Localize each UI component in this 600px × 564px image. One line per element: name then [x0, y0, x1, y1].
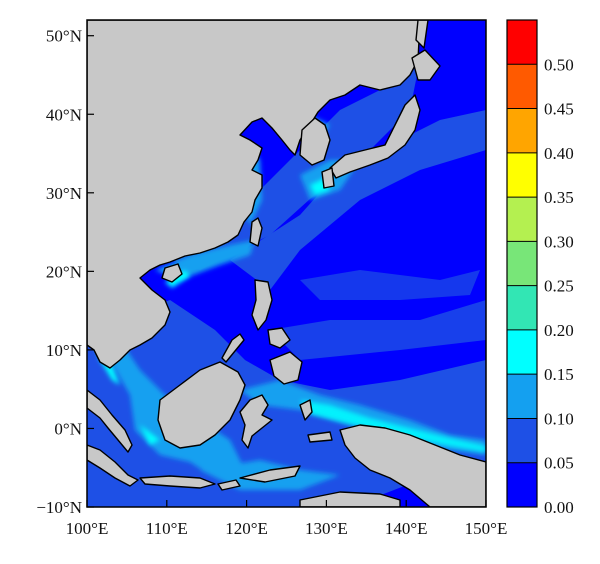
colorbar-swatch [507, 64, 537, 109]
landmass-mindanao [269, 351, 303, 385]
lon-tick-label: 150°E [465, 519, 508, 538]
lat-tick-label: 0°N [54, 419, 82, 438]
landmass-malay-peninsula [87, 389, 133, 453]
lat-tick-label: 30°N [46, 184, 82, 203]
landmass-halmahera [299, 399, 313, 421]
landmass-asia-mainland [87, 20, 421, 369]
landmass-australia [299, 491, 401, 507]
longitude-axis: 100°E 110°E 120°E 130°E 140°E 150°E [66, 500, 508, 538]
colorbar-swatch [507, 285, 537, 330]
colorbar-swatch [507, 329, 537, 375]
lat-tick-label: −10°N [36, 498, 82, 517]
lon-tick-label: 140°E [385, 519, 428, 538]
landmass-luzon [251, 279, 273, 331]
colorbar: 0.00 0.05 0.10 0.15 0.20 0.25 0.30 0.35 0.40 0.45… [506, 19, 574, 517]
colorbar-tick-label: 0.50 [544, 55, 574, 74]
colorbar-tick-label: 0.05 [544, 454, 574, 473]
landmass-hainan [161, 263, 183, 283]
landmass-visayas [267, 327, 291, 349]
colorbar-tick-label: 0.35 [544, 188, 574, 207]
landmass-kyushu [321, 167, 335, 189]
landmass-borneo [157, 361, 246, 449]
colorbar-tick-label: 0.25 [544, 277, 574, 296]
colorbar-labels: 0.00 0.05 0.10 0.15 0.20 0.25 0.30 0.35 0.40 0.45… [544, 55, 574, 517]
landmass-sakhalin [415, 20, 429, 49]
colorbar-swatch [507, 462, 537, 507]
landmass-sumatra [87, 444, 139, 487]
lon-tick-label: 100°E [66, 519, 109, 538]
landmass-japan [329, 94, 421, 179]
landmass-palawan [221, 333, 245, 363]
latitude-axis: 50°N 40°N 30°N 20°N 10°N 0°N −10°N [36, 27, 94, 517]
colorbar-swatch [507, 418, 537, 463]
colorbar-swatch [507, 374, 537, 419]
colorbar-tick-label: 0.00 [544, 498, 574, 517]
lat-tick-label: 40°N [46, 105, 82, 124]
landmass-new-guinea [339, 424, 486, 507]
landmass-taiwan [249, 217, 263, 247]
landmass-timor [239, 465, 301, 483]
lat-tick-label: 50°N [46, 27, 82, 46]
landmass-lesser-sunda [217, 479, 241, 491]
colorbar-tick-label: 0.10 [544, 409, 574, 428]
lon-tick-label: 110°E [146, 519, 188, 538]
colorbar-swatch [507, 108, 537, 153]
colorbar-frame [506, 19, 538, 508]
landmass-korea [299, 117, 331, 166]
lon-tick-label: 130°E [305, 519, 348, 538]
colorbar-swatches [507, 20, 537, 507]
colorbar-swatch [507, 241, 537, 286]
lon-tick-label: 120°E [225, 519, 268, 538]
landmass-sulawesi [239, 394, 273, 449]
colorbar-swatch [507, 20, 537, 65]
colorbar-tick-label: 0.40 [544, 144, 574, 163]
colorbar-tick-label: 0.15 [544, 365, 574, 384]
map-panel: 100°E 110°E 120°E 130°E 140°E 150°E 50°N 40°N 3… [36, 19, 508, 538]
landmass-hokkaido [411, 49, 441, 81]
colorbar-swatch [507, 197, 537, 242]
lat-tick-label: 10°N [46, 341, 82, 360]
colorbar-tick-label: 0.30 [544, 232, 574, 251]
colorbar-tick-label: 0.20 [544, 321, 574, 340]
landmass-seram [307, 431, 333, 443]
lat-tick-label: 20°N [46, 262, 82, 281]
colorbar-swatch [507, 152, 537, 198]
map-frame [86, 19, 487, 508]
landmass-java [139, 475, 216, 489]
colorbar-tick-label: 0.45 [544, 100, 574, 119]
land [87, 20, 486, 507]
